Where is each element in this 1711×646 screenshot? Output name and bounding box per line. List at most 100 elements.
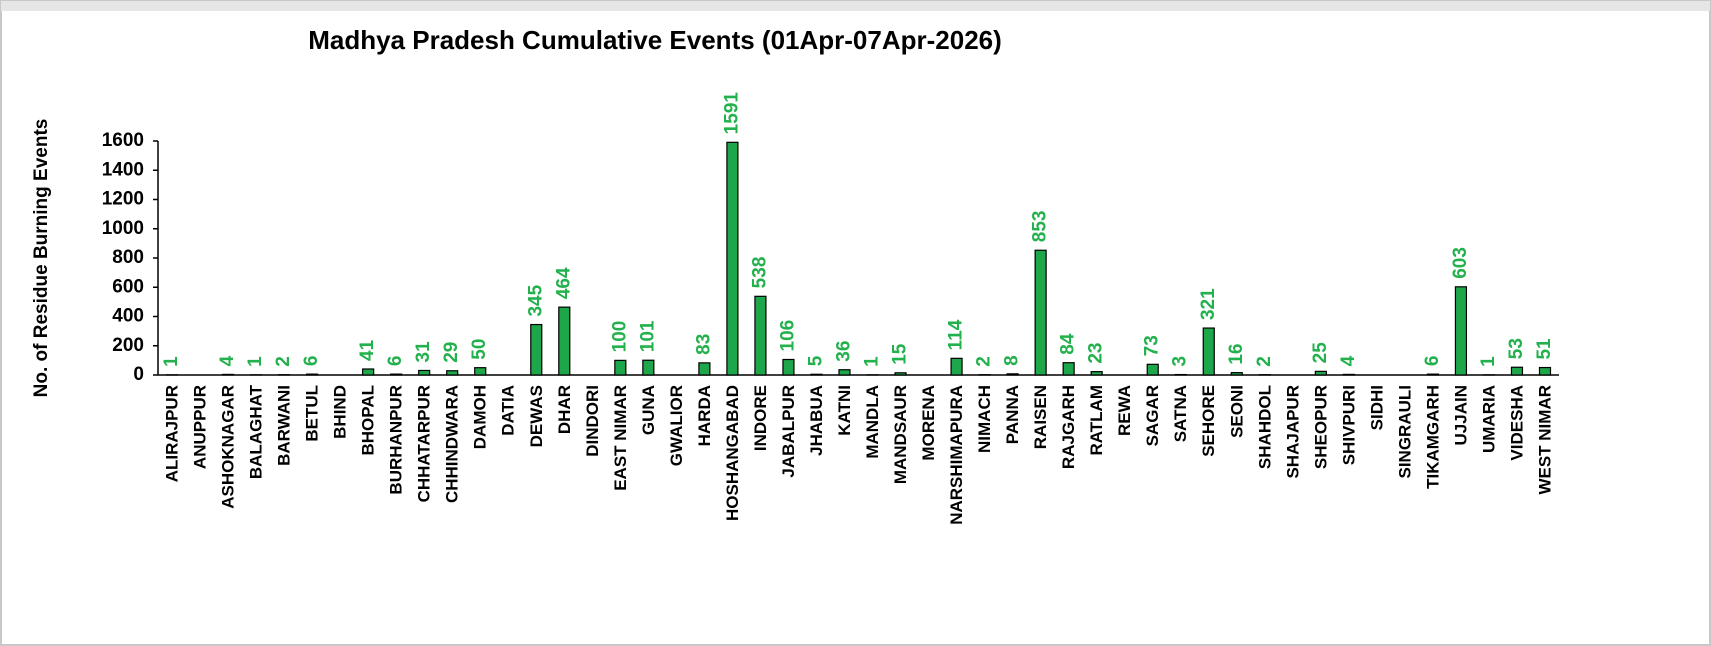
x-tick-label: CHHATARPUR (415, 385, 434, 502)
x-tick-label: RATLAM (1087, 385, 1106, 456)
value-label: 1 (862, 356, 883, 367)
bar (1146, 363, 1159, 376)
bar (1230, 372, 1243, 376)
x-tick-label: BHIND (331, 385, 350, 439)
x-tick-label: VIDESHA (1507, 385, 1526, 461)
value-label: 4 (1338, 355, 1359, 366)
bar (1342, 373, 1355, 376)
bar (726, 141, 739, 376)
bar (362, 368, 375, 376)
value-label: 8 (1002, 355, 1023, 366)
y-tick-label: 0 (133, 364, 144, 385)
y-tick-label: 1400 (102, 159, 144, 180)
x-tick-label: INDORE (751, 385, 770, 451)
value-label: 83 (693, 334, 714, 355)
x-tick-label: SHAHDOL (1255, 385, 1274, 469)
x-tick-label: ALIRAJPUR (162, 385, 181, 482)
bar (1426, 373, 1440, 376)
value-label: 50 (469, 339, 490, 360)
y-axis-title: No. of Residue Burning Events (31, 119, 52, 398)
y-tick-label: 200 (112, 335, 144, 356)
bar (474, 367, 487, 376)
x-tick-label: UMARIA (1479, 385, 1498, 453)
bar (1090, 371, 1103, 376)
y-tick-label: 800 (112, 247, 144, 268)
bar (894, 372, 907, 376)
bar (782, 358, 795, 376)
value-label: 1 (245, 356, 266, 367)
x-tick-label: BHOPAL (359, 385, 378, 456)
x-tick-label: BURHANPUR (387, 385, 406, 495)
value-label: 853 (1030, 211, 1051, 243)
value-label: 23 (1086, 342, 1107, 363)
x-tick-label: ASHOKNAGAR (219, 385, 238, 509)
x-tick-label: CHHINDWARA (443, 385, 462, 503)
x-tick-label: BETUL (303, 385, 322, 442)
x-tick-label: SHIVPURI (1339, 385, 1358, 465)
value-label: 2 (273, 356, 294, 367)
x-tick-label: BARWANI (275, 385, 294, 466)
value-label: 106 (777, 320, 798, 352)
x-tick-label: RAISEN (1031, 385, 1050, 449)
bar (1202, 327, 1215, 376)
value-label: 51 (1534, 338, 1555, 360)
bar (1314, 370, 1327, 376)
x-tick-label: JABALPUR (779, 385, 798, 478)
value-label: 6 (301, 356, 322, 367)
x-tick-label: RAJGARH (1059, 385, 1078, 469)
x-tick-label: JHABUA (807, 385, 826, 456)
bar (530, 323, 543, 376)
value-label: 1 (161, 356, 182, 367)
bar (1454, 286, 1468, 376)
x-tick-label: DHAR (555, 385, 574, 434)
value-label: 2 (1254, 356, 1275, 367)
bar (1062, 362, 1075, 376)
bar (642, 359, 655, 376)
x-tick-label: MORENA (919, 385, 938, 461)
value-label: 36 (834, 341, 855, 362)
value-label: 6 (385, 356, 406, 367)
value-label: 84 (1058, 333, 1079, 355)
value-label: 16 (1226, 344, 1247, 365)
x-tick-label: UJJAIN (1451, 385, 1470, 445)
y-tick-label: 1200 (102, 189, 144, 210)
bar (754, 295, 767, 376)
value-label: 100 (609, 321, 630, 353)
x-tick-label: SAGAR (1143, 385, 1162, 446)
x-tick-label: ANUPPUR (191, 385, 210, 469)
bar (950, 357, 963, 376)
value-label: 1591 (721, 92, 742, 135)
bar (838, 369, 851, 376)
bar (1538, 366, 1552, 376)
value-label: 31 (413, 341, 434, 363)
bar (390, 373, 403, 376)
value-label: 345 (525, 284, 546, 316)
x-tick-label: DINDORI (583, 385, 602, 457)
x-tick-label: GUNA (639, 385, 658, 435)
x-tick-label: TIKAMGARH (1423, 385, 1442, 489)
x-tick-label: SIDHI (1367, 385, 1386, 430)
x-tick-label: KATNI (835, 385, 854, 436)
bar (306, 373, 319, 376)
value-label: 464 (553, 267, 574, 299)
bar (558, 306, 571, 376)
bar (614, 359, 627, 376)
value-label: 603 (1450, 247, 1471, 279)
bar (446, 370, 459, 376)
x-tick-label: DATIA (499, 385, 518, 436)
y-tick-label: 600 (112, 276, 144, 297)
value-label: 2 (974, 356, 995, 367)
x-tick-label: SHEOPUR (1311, 385, 1330, 469)
value-label: 321 (1198, 288, 1219, 320)
x-tick-label: NIMACH (975, 385, 994, 453)
value-label: 25 (1310, 342, 1331, 364)
value-label: 5 (805, 355, 826, 366)
bar (1006, 373, 1019, 376)
value-label: 3 (1170, 356, 1191, 367)
x-tick-label: SHAJAPUR (1283, 385, 1302, 479)
bar (698, 362, 711, 376)
chart-title: Madhya Pradesh Cumulative Events (01Apr-… (308, 25, 1002, 55)
x-tick-label: SATNA (1171, 385, 1190, 442)
bar (1510, 366, 1524, 376)
